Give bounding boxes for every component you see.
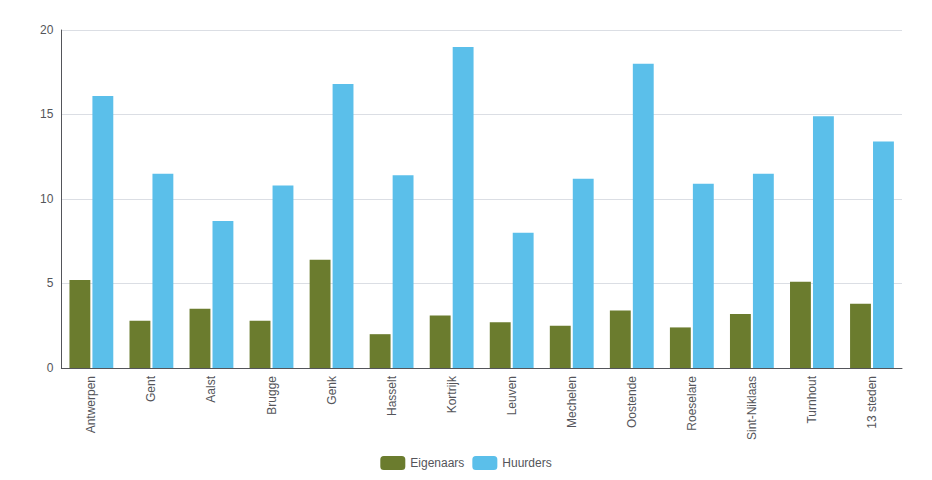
svg-text:0: 0 [47, 361, 54, 375]
svg-text:Genk: Genk [325, 375, 339, 405]
svg-text:10: 10 [40, 192, 54, 206]
svg-text:5: 5 [47, 276, 54, 290]
svg-text:Turnhout: Turnhout [805, 375, 819, 423]
svg-text:Huurders: Huurders [502, 456, 551, 470]
svg-text:Antwerpen: Antwerpen [84, 376, 98, 433]
svg-text:Mechelen: Mechelen [565, 376, 579, 428]
svg-text:Aalst: Aalst [204, 375, 218, 402]
svg-text:20: 20 [40, 23, 54, 37]
svg-text:Gent: Gent [144, 375, 158, 402]
svg-text:15: 15 [40, 107, 54, 121]
svg-text:Hasselt: Hasselt [385, 375, 399, 416]
svg-text:Eigenaars: Eigenaars [410, 456, 464, 470]
svg-text:13 steden: 13 steden [865, 376, 879, 429]
svg-text:Brugge: Brugge [265, 376, 279, 415]
svg-text:Kortrijk: Kortrijk [445, 375, 459, 413]
svg-text:Leuven: Leuven [505, 376, 519, 415]
svg-text:Sint-Niklaas: Sint-Niklaas [745, 376, 759, 440]
svg-text:Roeselare: Roeselare [685, 376, 699, 431]
svg-text:Oostende: Oostende [625, 376, 639, 428]
